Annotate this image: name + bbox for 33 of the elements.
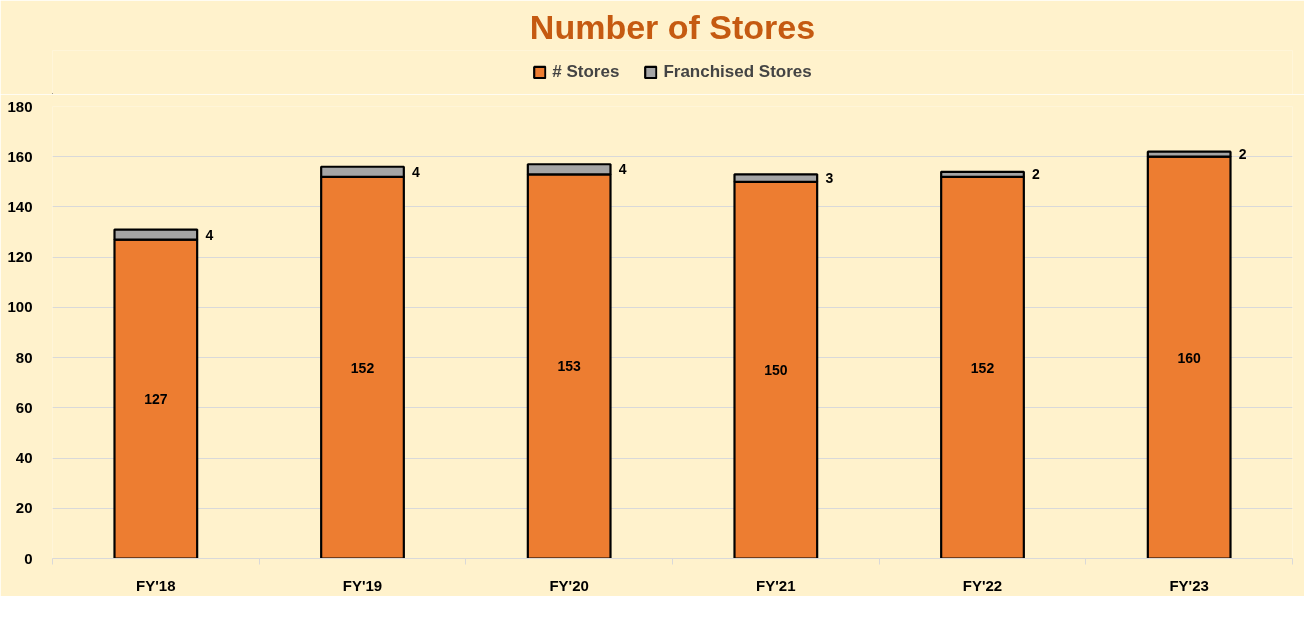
bar [1146,155,1232,559]
y-tick-label: 40 [15,449,33,467]
x-tick-label: FY'21 [756,576,796,594]
x-tick-label: FY'18 [136,576,176,594]
x-tick-label: FY'22 [962,576,1003,594]
data-label: 2 [1238,146,1247,163]
x-tick-label: FY'19 [342,576,383,594]
y-tick-label: 20 [15,499,33,517]
legend-label: # Stores [552,62,620,82]
bar [940,175,1025,559]
x-tick-label: FY'20 [549,576,589,594]
data-label: 3 [825,170,834,187]
x-tick-label: FY'23 [1169,576,1209,594]
y-tick-label: 160 [7,147,33,165]
y-tick-label: 120 [7,248,33,266]
data-label: 160 [1177,349,1202,366]
data-label: 4 [412,163,421,180]
data-label: 127 [144,391,168,408]
data-label: 153 [557,358,582,375]
y-tick-label: 60 [15,398,33,416]
y-tick-label: 100 [7,298,33,316]
data-label: 2 [1032,166,1041,183]
legend-label: Franchised Stores [663,62,812,82]
chart-title: Number of Stores [529,7,816,46]
data-label: 4 [205,226,214,243]
y-tick-label: 0 [24,549,33,567]
y-tick-label: 140 [7,197,33,215]
data-label: 150 [764,362,788,379]
y-tick-label: 80 [15,348,33,366]
data-label: 152 [350,359,375,376]
data-label: 152 [970,359,995,376]
y-tick-label: 180 [7,97,33,115]
data-label: 4 [618,161,627,178]
